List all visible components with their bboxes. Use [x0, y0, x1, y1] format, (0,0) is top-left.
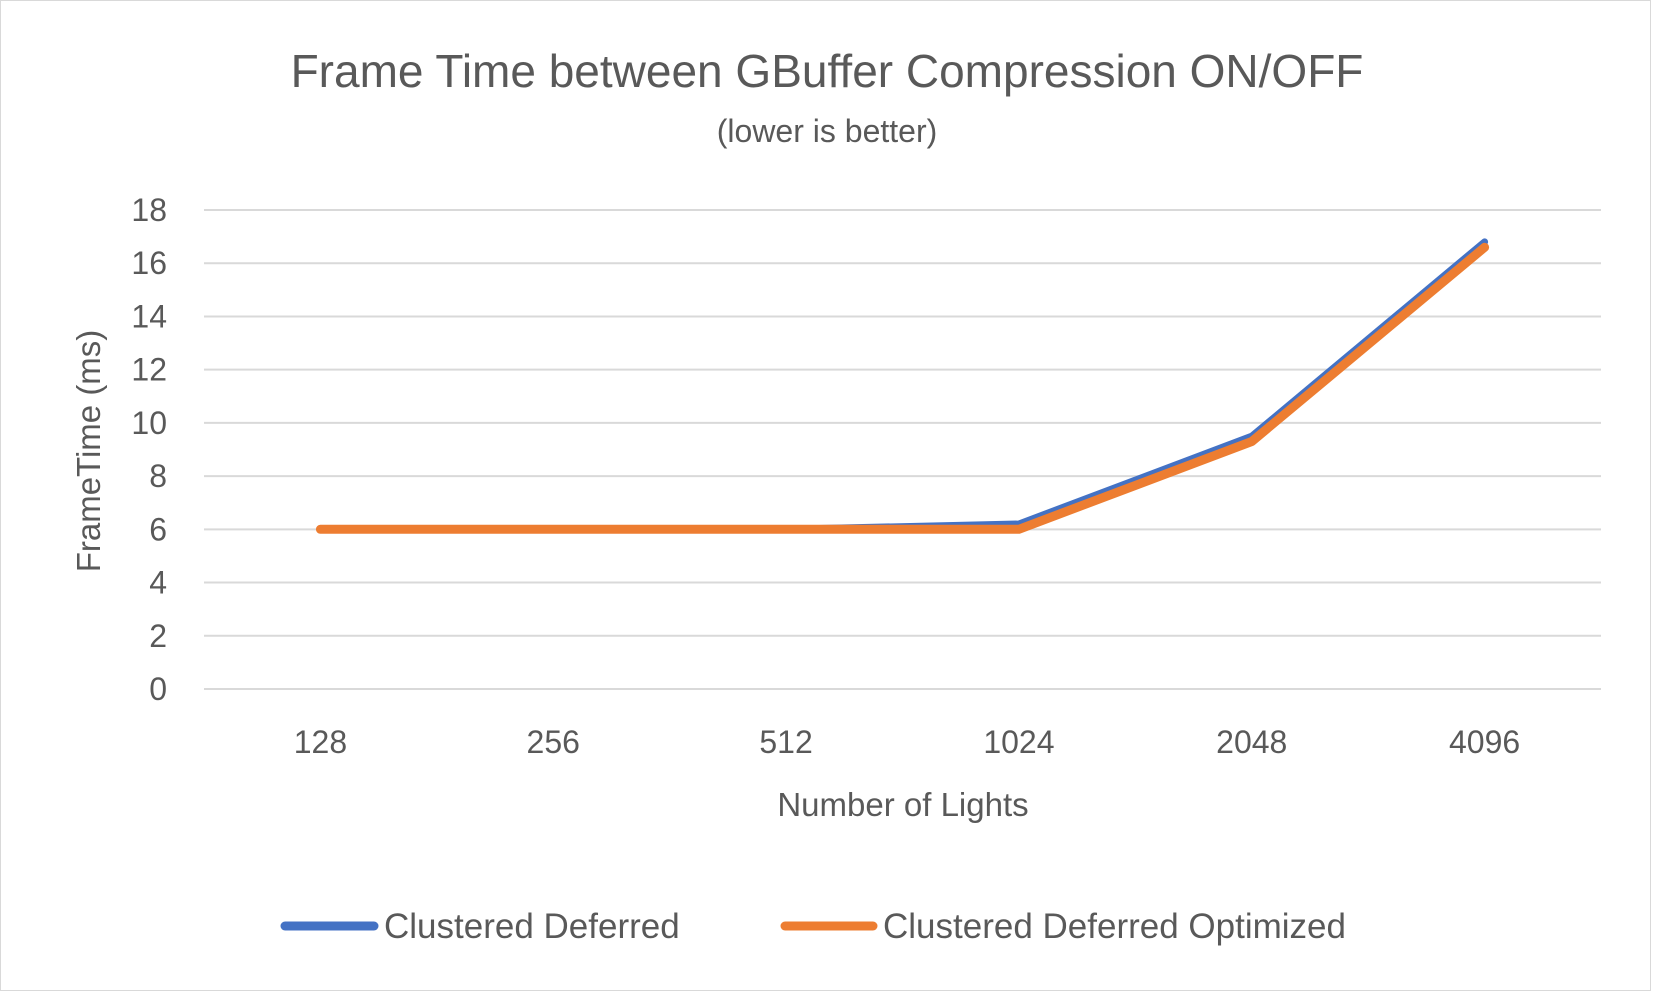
chart-subtitle: (lower is better): [717, 113, 938, 149]
x-axis-ticks: 128 256 512 1024 2048 4096: [294, 724, 1520, 760]
x-tick-label: 256: [527, 724, 580, 760]
y-tick-label: 0: [149, 671, 167, 707]
y-tick-label: 18: [131, 192, 167, 228]
y-tick-label: 14: [131, 298, 167, 334]
series-line: [315, 242, 1490, 534]
legend-label: Clustered Deferred Optimized: [883, 907, 1346, 946]
x-tick-label: 512: [759, 724, 812, 760]
y-tick-label: 6: [149, 511, 167, 547]
y-tick-label: 12: [131, 352, 167, 388]
y-axis-ticks: 0 2 4 6 8 10 12 14 16 18: [131, 192, 167, 707]
y-tick-label: 8: [149, 458, 167, 494]
x-axis-title: Number of Lights: [777, 786, 1028, 823]
legend-label: Clustered Deferred: [384, 907, 680, 946]
x-tick-label: 2048: [1216, 724, 1287, 760]
gridlines: [204, 209, 1601, 690]
y-tick-label: 4: [149, 565, 167, 601]
chart-title: Frame Time between GBuffer Compression O…: [291, 45, 1364, 97]
y-tick-label: 16: [131, 245, 167, 281]
x-tick-label: 1024: [983, 724, 1054, 760]
legend: Clustered Deferred Clustered Deferred Opt…: [280, 907, 1346, 946]
y-axis-title: FrameTime (ms): [70, 330, 107, 573]
y-tick-label: 2: [149, 618, 167, 654]
series-line: [316, 238, 1489, 533]
x-tick-label: 128: [294, 724, 347, 760]
series-lines: [315, 238, 1490, 534]
y-tick-label: 10: [131, 405, 167, 441]
x-tick-label: 4096: [1449, 724, 1520, 760]
